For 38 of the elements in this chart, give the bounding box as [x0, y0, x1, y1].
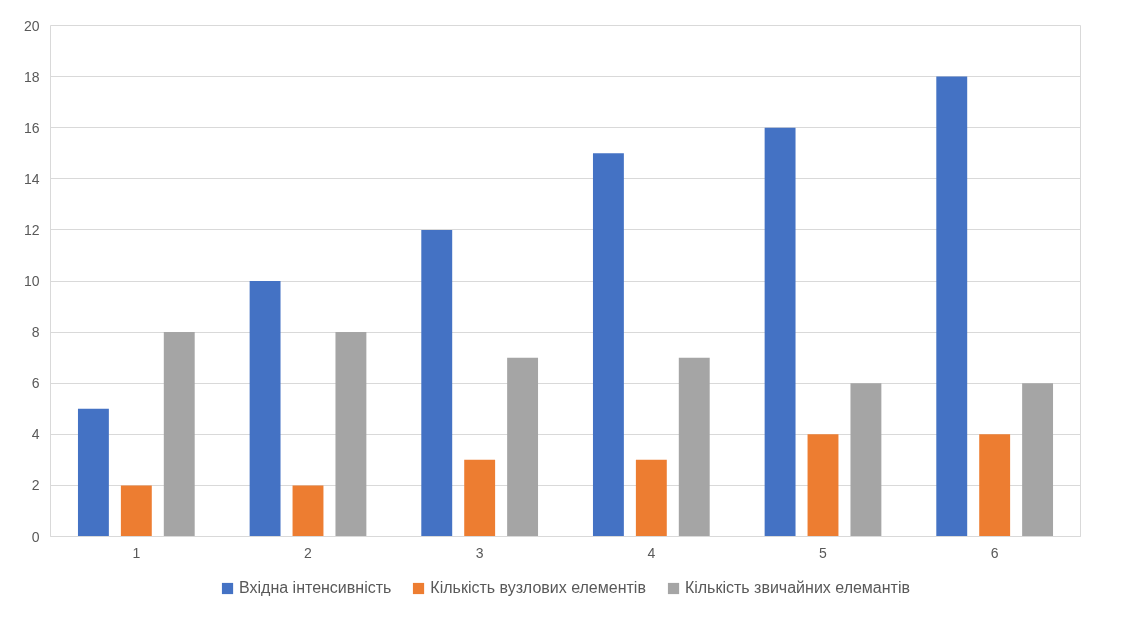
- legend-label: Кількість вузлових елементів: [430, 578, 646, 597]
- bar: [464, 459, 496, 537]
- bar: [335, 332, 367, 537]
- bar: [292, 485, 324, 537]
- x-tick-label: 6: [990, 544, 999, 561]
- bar: [507, 357, 539, 537]
- bar: [249, 281, 281, 537]
- x-tick-label: 4: [647, 544, 656, 561]
- y-tick-label: 20: [23, 17, 40, 34]
- bar: [764, 127, 796, 537]
- bar: [807, 434, 839, 537]
- bar: [163, 332, 195, 537]
- y-tick-label: 12: [23, 221, 40, 238]
- bar: [979, 434, 1011, 537]
- y-tick-label: 6: [31, 375, 40, 392]
- bar: [635, 459, 667, 537]
- legend-label: Вхідна інтенсивність: [239, 578, 392, 597]
- bar: [421, 229, 453, 537]
- legend-label: Кількість звичайних елемантів: [684, 578, 910, 597]
- bar: [120, 485, 152, 537]
- bar: [1022, 383, 1054, 537]
- y-tick-label: 0: [31, 528, 40, 545]
- x-tick-label: 1: [132, 544, 141, 561]
- bar: [936, 76, 968, 537]
- bar: [592, 153, 624, 537]
- y-tick-label: 2: [31, 477, 40, 494]
- x-tick-label: 3: [475, 544, 484, 561]
- bar: [850, 383, 882, 537]
- y-tick-label: 8: [31, 324, 40, 341]
- y-tick-label: 4: [31, 426, 40, 443]
- x-tick-label: 5: [819, 544, 828, 561]
- x-tick-label: 2: [304, 544, 313, 561]
- y-tick-label: 16: [23, 119, 40, 136]
- bar: [678, 357, 710, 537]
- y-tick-label: 14: [23, 170, 40, 187]
- y-tick-label: 18: [23, 68, 40, 85]
- bar: [77, 408, 109, 537]
- y-tick-label: 10: [23, 273, 40, 289]
